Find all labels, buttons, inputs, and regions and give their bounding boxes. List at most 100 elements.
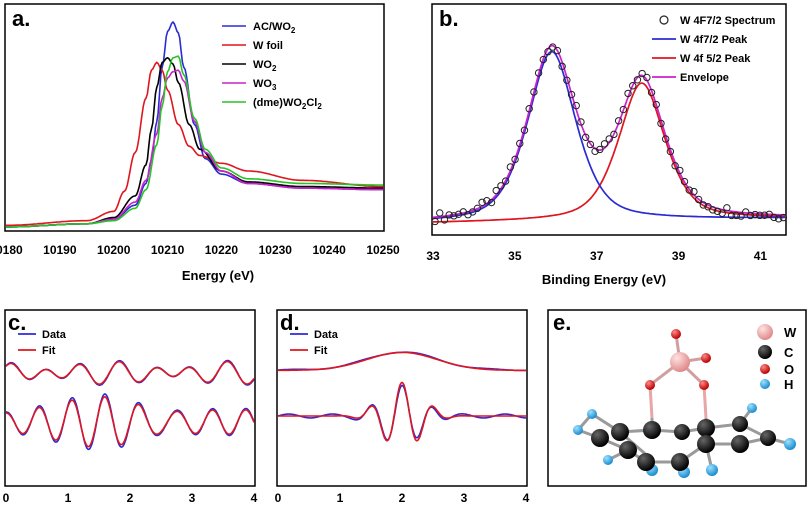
panel-b-series xyxy=(431,43,788,226)
h-atom xyxy=(747,403,757,413)
legend-label: W 4f7/2 Peak xyxy=(680,34,748,46)
panel-d-legend: Data Fit xyxy=(290,329,339,357)
panel-d-frame xyxy=(276,309,528,487)
panel-d-series xyxy=(277,351,526,442)
spectrum-point xyxy=(610,130,618,139)
spectrum-point xyxy=(690,187,698,196)
c-atom xyxy=(732,416,748,432)
legend-label: W foil xyxy=(253,40,283,52)
spectrum-point xyxy=(713,207,722,216)
legend-h-label: H xyxy=(784,377,793,392)
fit-line xyxy=(5,360,255,385)
panel-a-tick-label: 10250 xyxy=(366,243,400,257)
spectrum-point xyxy=(586,140,595,149)
spectrum-point xyxy=(525,105,533,113)
spectrum-point xyxy=(431,217,439,226)
spectrum-point xyxy=(473,204,482,213)
spectrum-point xyxy=(534,69,543,77)
spectrum-point xyxy=(487,198,496,207)
panel-c-ticks: 0 1 2 3 4 xyxy=(3,491,258,505)
panel-b-tick-label: 41 xyxy=(754,249,768,263)
legend-label: AC/WO2 xyxy=(253,21,296,35)
series-line xyxy=(432,44,785,219)
spectrum-point xyxy=(572,101,580,110)
panel-d-tick-label: 0 xyxy=(275,491,282,505)
spectrum-point xyxy=(520,126,529,134)
spectrum-point xyxy=(694,195,703,204)
h-atom xyxy=(573,425,583,435)
spectrum-point xyxy=(779,213,788,222)
panel-a-legend: AC/WO2 W foil WO2 WO3 (dme)WO2Cl2 xyxy=(222,21,322,111)
panel-d-label: d. xyxy=(280,310,300,335)
spectrum-point xyxy=(709,206,717,214)
spectrum-point xyxy=(638,69,646,78)
legend-c-label: C xyxy=(784,345,794,360)
spectrum-point xyxy=(549,43,557,51)
spectrum-point xyxy=(577,118,585,126)
spectrum-point xyxy=(629,82,637,90)
legend-label: Data xyxy=(42,329,67,341)
spectrum-point xyxy=(530,88,538,96)
spectrum-point xyxy=(506,163,515,171)
spectrum-point xyxy=(563,76,571,84)
panel-b-tick-label: 35 xyxy=(508,249,522,263)
panel-b-frame xyxy=(431,3,787,236)
spectrum-point xyxy=(671,162,679,170)
spectrum-point xyxy=(666,147,675,156)
w-atom xyxy=(670,352,690,372)
spectrum-point xyxy=(511,155,519,164)
spectrum-point xyxy=(699,201,708,209)
panel-d-tick-label: 4 xyxy=(523,491,530,505)
spectrum-point xyxy=(774,215,783,223)
panel-c-series xyxy=(5,359,255,451)
c-atom xyxy=(643,421,661,439)
panel-a-tick-label: 10200 xyxy=(97,243,131,257)
spectrum-point xyxy=(440,216,449,224)
legend-h-swatch xyxy=(760,379,770,389)
panel-c-tick-label: 2 xyxy=(127,491,134,505)
spectrum-point xyxy=(732,211,740,220)
panel-a-frame xyxy=(4,3,385,232)
panel-a-label: a. xyxy=(12,6,30,31)
panel-c-tick-label: 1 xyxy=(65,491,72,505)
spectrum-point xyxy=(751,210,759,219)
spectrum-point xyxy=(723,204,731,212)
spectrum-point xyxy=(661,135,670,143)
panel-d-tick-label: 3 xyxy=(461,491,468,505)
series-line xyxy=(432,50,785,220)
panel-d-tick-label: 1 xyxy=(337,491,344,505)
panel-c-tick-label: 3 xyxy=(189,491,196,505)
legend-swatch xyxy=(659,15,669,25)
panel-a-tick-label: 10190 xyxy=(43,243,77,257)
panel-a-tick-label: 10180 xyxy=(0,243,23,257)
legend-w-label: W xyxy=(784,325,797,340)
panel-e-label: e. xyxy=(553,310,571,335)
series-line xyxy=(6,55,383,228)
c-atom xyxy=(697,435,715,453)
spectrum-point xyxy=(676,166,684,175)
panel-c-legend: Data Fit xyxy=(18,329,67,357)
legend-w-swatch xyxy=(757,324,773,340)
spectrum-point xyxy=(624,89,632,98)
legend-label: W 4F7/2 Spectrum xyxy=(680,15,776,27)
legend-label: Fit xyxy=(314,345,328,357)
series-line xyxy=(6,69,383,228)
spectrum-point xyxy=(742,208,750,216)
spectrum-point xyxy=(445,211,453,219)
legend-o-swatch xyxy=(760,364,770,374)
spectrum-point xyxy=(737,212,745,220)
c-atom xyxy=(671,453,689,471)
panel-b-tick-label: 39 xyxy=(672,249,686,263)
panel-e: e. xyxy=(547,309,807,487)
c-atom xyxy=(760,430,776,446)
spectrum-point xyxy=(756,211,764,220)
legend-c-swatch xyxy=(758,345,772,359)
panel-b-legend: W 4F7/2 Spectrum W 4f7/2 Peak W 4f 5/2 Pea… xyxy=(652,15,776,84)
spectrum-point xyxy=(567,90,576,99)
legend-o-label: O xyxy=(784,362,794,377)
data-line xyxy=(277,384,526,441)
panel-c: c. Data Fit 0 1 2 3 4 xyxy=(3,309,258,505)
spectrum-point xyxy=(657,119,665,128)
